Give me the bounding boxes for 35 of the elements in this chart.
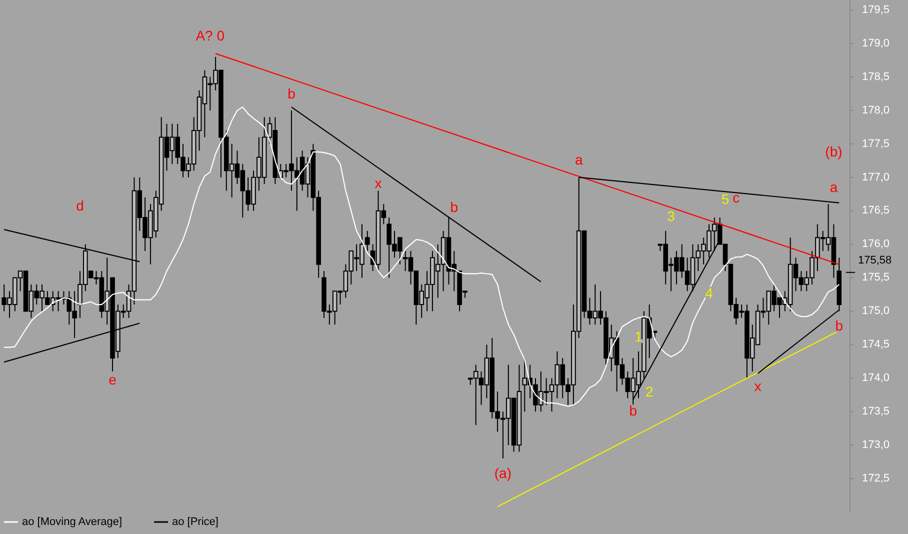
y-tick-label: 177,0 — [862, 171, 890, 184]
y-tick-label: 173,0 — [862, 438, 890, 451]
annotation: e — [108, 372, 117, 388]
annotation: x — [754, 378, 762, 394]
annotation: b — [450, 198, 458, 215]
annotation: b — [288, 86, 296, 102]
y-tick-label: 179,0 — [862, 37, 890, 50]
annotation: A? 0 — [196, 28, 225, 44]
y-tick-label: 179,5 — [862, 4, 890, 16]
y-tick-label: 174,0 — [862, 372, 890, 384]
annotation: a — [574, 151, 583, 168]
y-tick-label: 178,5 — [862, 70, 890, 83]
y-tick-label: 172,5 — [862, 472, 890, 484]
y-tick-label: 174,5 — [862, 338, 890, 351]
y-tick-label: 175,0 — [862, 305, 890, 318]
annotation: x — [374, 174, 382, 191]
annotation: b — [629, 402, 638, 418]
text: 175,58 — [858, 254, 892, 266]
y-tick-label: 176,5 — [862, 204, 890, 217]
y-tick-label: 173,5 — [862, 406, 890, 418]
annotation: c — [732, 189, 740, 206]
annotation: a — [830, 178, 838, 195]
y-tick-label: 176,0 — [862, 238, 890, 250]
annotation: 3 — [667, 208, 676, 224]
annotation: 5 — [721, 190, 730, 207]
y-tick-label: 178,0 — [862, 104, 890, 116]
annotation: b — [835, 317, 844, 334]
y-tick-label: 175,5 — [862, 272, 890, 284]
annotation: d — [76, 198, 84, 214]
annotation: (b) — [825, 143, 842, 160]
legend-label: ао [Price] — [172, 516, 218, 528]
y-tick-label: 177,5 — [862, 138, 890, 150]
legend-label: ао [Moving Average] — [22, 516, 122, 528]
annotation: 2 — [645, 384, 654, 400]
annotation: (a) — [494, 465, 512, 482]
